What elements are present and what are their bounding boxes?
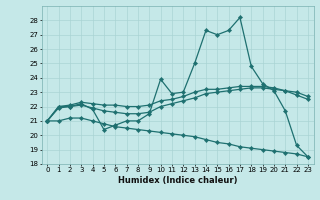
X-axis label: Humidex (Indice chaleur): Humidex (Indice chaleur) <box>118 176 237 185</box>
